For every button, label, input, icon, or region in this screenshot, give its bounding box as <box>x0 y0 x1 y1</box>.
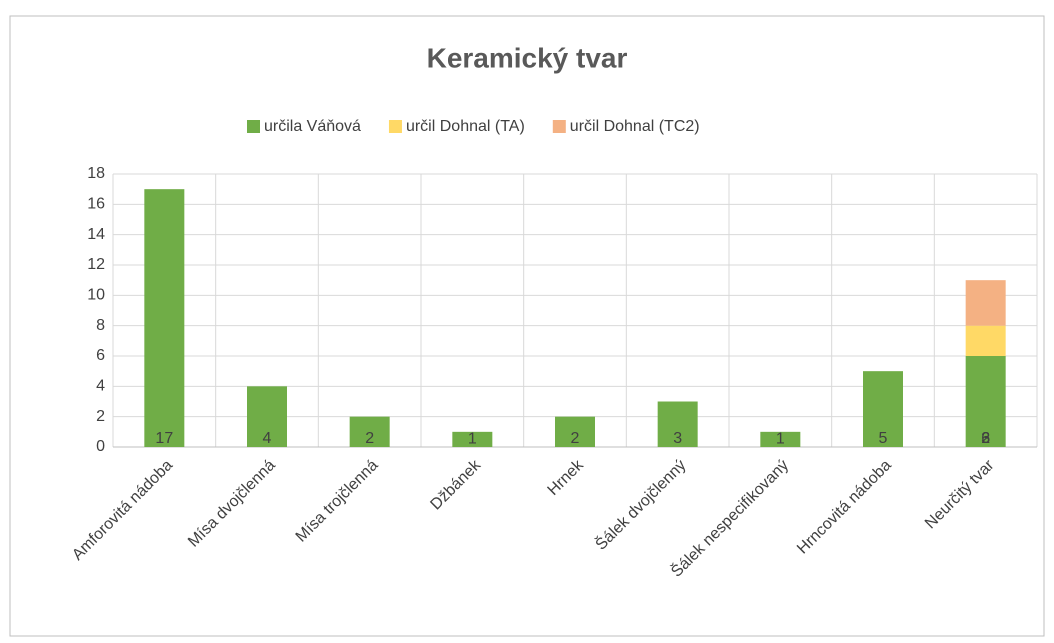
legend-label: určil Dohnal (TC2) <box>570 118 700 135</box>
data-label: 3 <box>981 430 990 447</box>
data-label: 4 <box>263 430 272 447</box>
data-label: 1 <box>776 431 785 448</box>
y-tick-label: 14 <box>87 226 105 243</box>
bar <box>760 431 801 447</box>
bar <box>144 189 185 447</box>
bar <box>965 325 1006 356</box>
y-tick-label: 8 <box>96 317 105 334</box>
chart-title: Keramický tvar <box>427 42 628 73</box>
y-tick-label: 12 <box>87 256 105 273</box>
y-tick-label: 18 <box>87 165 105 182</box>
data-label: 3 <box>673 430 682 447</box>
data-label: 2 <box>571 430 580 447</box>
y-tick-label: 10 <box>87 287 105 304</box>
bar <box>863 371 903 447</box>
data-label: 2 <box>981 430 990 447</box>
legend-swatch <box>388 120 402 133</box>
data-label: 1 <box>468 431 477 448</box>
y-tick-label: 0 <box>96 438 105 455</box>
bar <box>349 416 390 447</box>
bar <box>965 280 1006 326</box>
bar <box>555 416 595 447</box>
legend-label: určil Dohnal (TA) <box>406 118 525 135</box>
data-label: 17 <box>155 430 173 447</box>
legend-swatch <box>247 120 260 133</box>
data-label: 6 <box>981 430 990 447</box>
legend-label: určila Váňová <box>264 118 361 135</box>
bar <box>452 431 493 447</box>
bar <box>657 401 698 447</box>
data-label: 2 <box>365 430 374 447</box>
bar <box>965 356 1006 447</box>
data-label: 5 <box>879 430 888 447</box>
legend-swatch <box>552 120 566 133</box>
y-tick-label: 6 <box>96 347 105 364</box>
y-tick-label: 2 <box>96 408 105 425</box>
bar <box>247 386 287 447</box>
y-tick-label: 16 <box>87 196 105 213</box>
y-tick-label: 4 <box>96 378 105 395</box>
